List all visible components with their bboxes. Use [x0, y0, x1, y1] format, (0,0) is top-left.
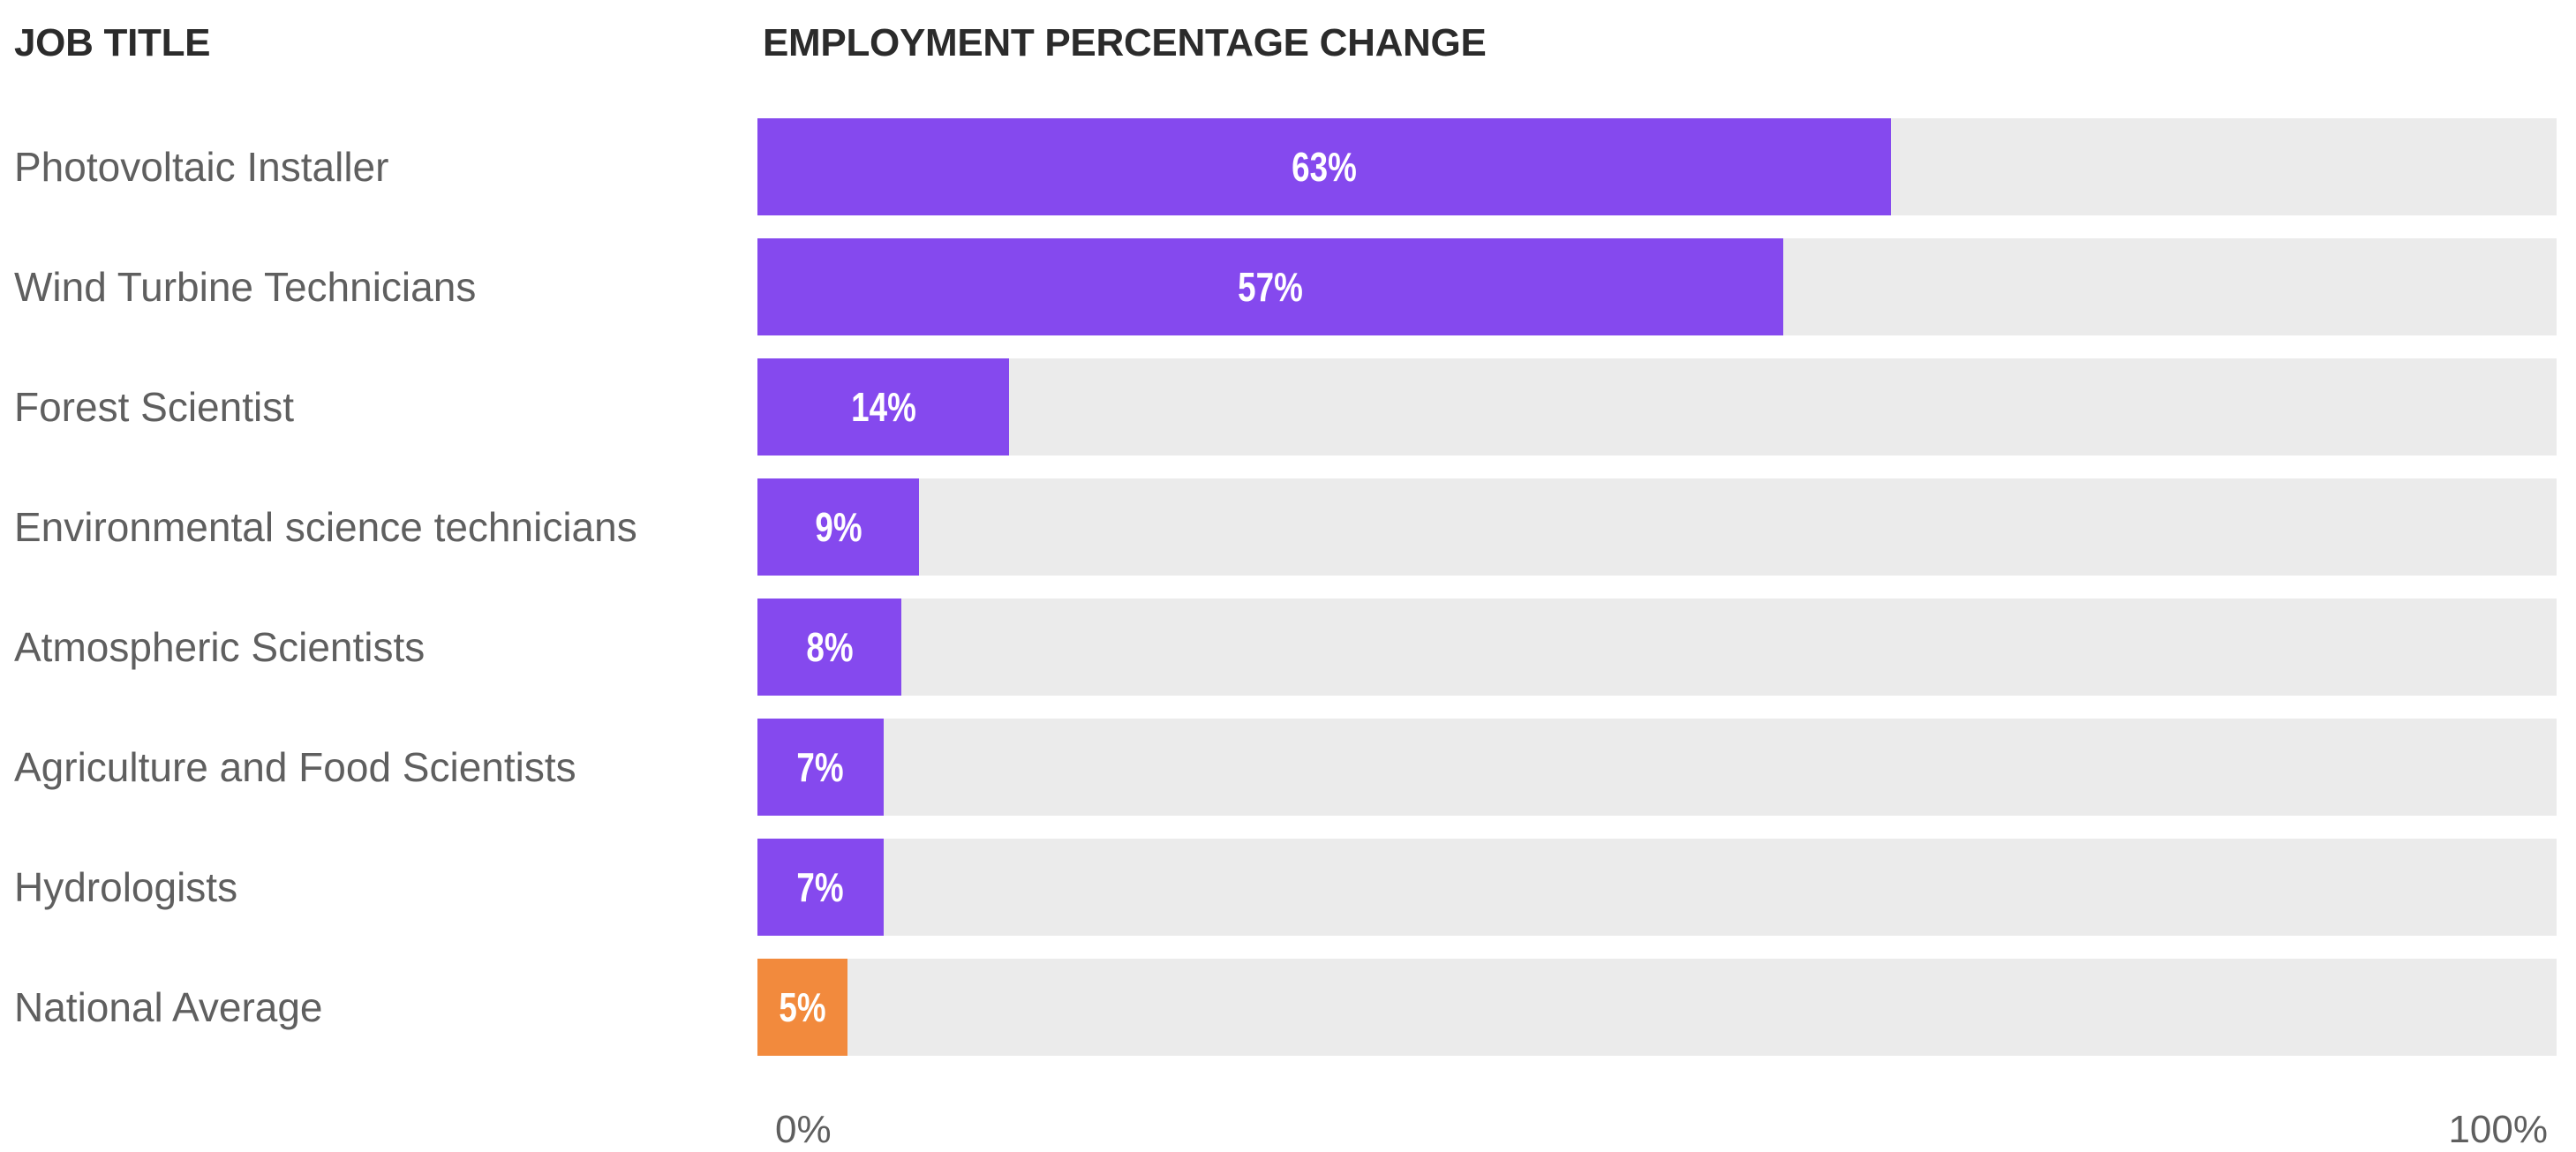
x-tick-label-max: 100% — [2448, 1108, 2548, 1151]
bar-value-label: 9% — [815, 504, 862, 550]
bar-value-label: 8% — [805, 624, 854, 670]
bar — [757, 839, 884, 936]
bar-value-label: 63% — [1292, 144, 1357, 190]
bar-value-label: 7% — [796, 744, 844, 790]
category-label: Hydrologists — [14, 864, 238, 910]
bar-track: 7% — [757, 839, 2557, 936]
category-label: Forest Scientist — [14, 384, 294, 430]
category-label: National Average — [14, 984, 323, 1030]
bar — [757, 118, 1891, 215]
bar-track: 5% — [757, 959, 2557, 1056]
bar-track: 14% — [757, 358, 2557, 456]
bar-track: 8% — [757, 599, 2557, 696]
category-label: Atmospheric Scientists — [14, 624, 426, 670]
bar — [757, 599, 902, 696]
category-label: Photovoltaic Installer — [14, 144, 389, 190]
bar-track: 9% — [757, 478, 2557, 576]
bar-track: 7% — [757, 719, 2557, 816]
bar-value-label: 57% — [1237, 264, 1303, 310]
bar — [757, 358, 1010, 456]
category-label: Environmental science technicians — [14, 504, 637, 550]
bar-value-label: 5% — [779, 984, 826, 1030]
bar — [757, 478, 920, 576]
category-label: Wind Turbine Technicians — [14, 264, 477, 310]
employment-change-header: EMPLOYMENT PERCENTAGE CHANGE — [763, 21, 1487, 64]
bar — [757, 238, 1783, 335]
bar-value-label: 7% — [796, 864, 844, 910]
job-title-header: JOB TITLE — [14, 21, 211, 64]
bar-track: 63% — [757, 118, 2557, 215]
x-tick-label-min: 0% — [775, 1108, 832, 1151]
bar-track: 57% — [757, 238, 2557, 335]
bar — [757, 719, 884, 816]
bar-value-label: 14% — [850, 384, 916, 430]
bar — [757, 959, 847, 1056]
category-label: Agriculture and Food Scientists — [14, 744, 576, 790]
